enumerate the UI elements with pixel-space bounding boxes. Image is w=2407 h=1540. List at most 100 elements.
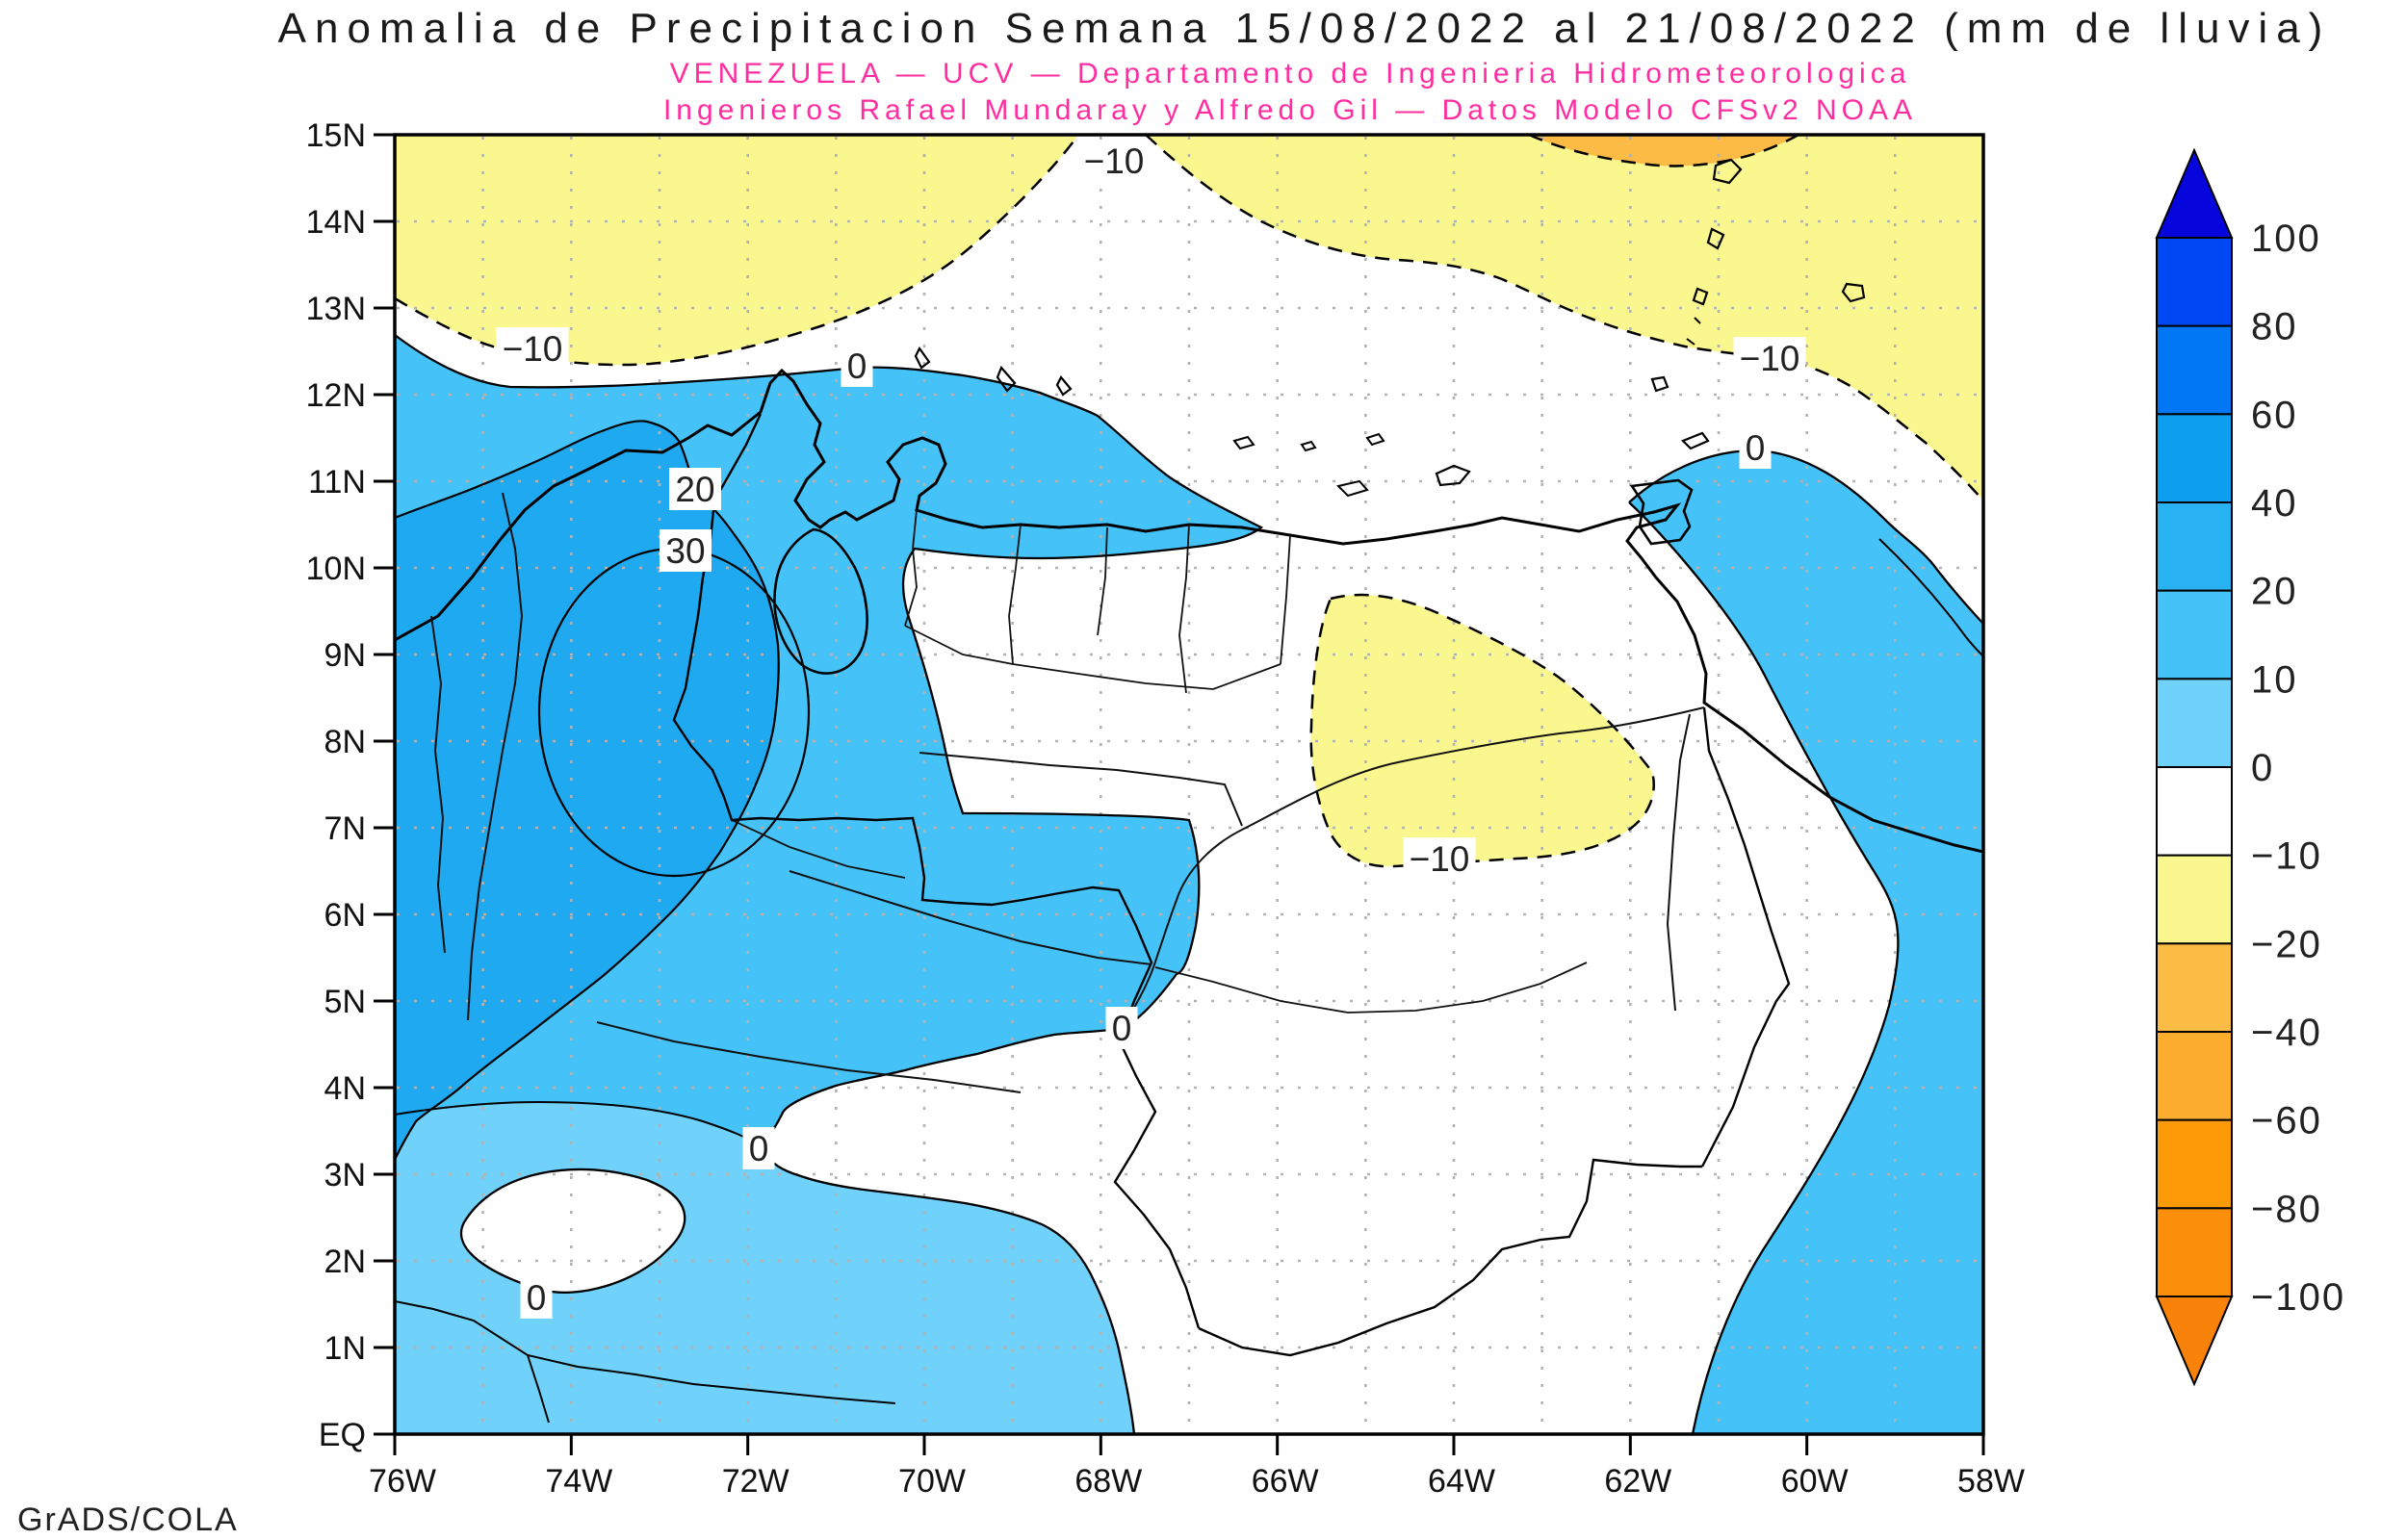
contour-label-box [1739, 426, 1772, 469]
legend-color-box [2156, 589, 2233, 680]
legend-value-20: 20 [2251, 571, 2298, 613]
map-frame [393, 133, 1985, 1436]
island-st-vincent [1692, 287, 1709, 306]
x-axis-label-74W: 74W [545, 1463, 612, 1500]
legend-arrow-above-100 [2155, 147, 2234, 239]
contour-neg20-top [1528, 135, 1799, 167]
contour-0-east [1628, 449, 1983, 1434]
x-axis-label-72W: 72W [722, 1463, 789, 1500]
contour-neg10-central [1309, 593, 1655, 868]
legend-value-−20: −20 [2251, 923, 2322, 965]
river-apure [919, 752, 1243, 827]
y-axis-label-10N: 10N [306, 551, 366, 587]
x-axis-label-60W: 60W [1781, 1463, 1849, 1500]
contour-label-box [1403, 837, 1476, 880]
border-venezuela-brazil [1198, 1158, 1702, 1357]
y-axis-label-13N: 13N [306, 291, 366, 327]
legend-color-box [2156, 413, 2233, 504]
contour-label-box [841, 345, 873, 387]
legend-value-10: 10 [2251, 658, 2298, 701]
rivers [430, 492, 1705, 1093]
contour-value-labels: −10 −10 −10 −10 0 0 0 0 0 20 30 [496, 140, 1806, 1319]
state-boundaries [731, 509, 1588, 1014]
region-yellow-northeast [1146, 135, 1983, 500]
y-axis-label-1N: 1N [324, 1330, 366, 1367]
contour-label-box [1077, 140, 1151, 182]
legend-value-−100: −100 [2251, 1276, 2345, 1319]
x-axis-label-64W: 64W [1428, 1463, 1495, 1500]
island-tobago [1681, 431, 1710, 450]
region-orange-top [1529, 135, 1799, 167]
river-caroni [1666, 713, 1691, 1012]
contour-label-−10: −10 [503, 329, 563, 369]
island-grenadines [1686, 317, 1701, 346]
y-axis-label-12N: 12N [306, 377, 366, 414]
contour-label-box [520, 1276, 553, 1319]
coastlines-and-borders [395, 158, 1983, 1424]
contour-label-0: 0 [1746, 428, 1766, 468]
legend-color-box [2156, 237, 2233, 327]
legend-value-−80: −80 [2251, 1188, 2322, 1230]
legend-color-box [2156, 678, 2233, 768]
contour-label-−10: −10 [1410, 839, 1470, 879]
contour-label-0: 0 [749, 1129, 769, 1168]
region-yellow-central [1310, 595, 1654, 867]
island-bonaire [1055, 375, 1073, 397]
contour-label-box [660, 529, 712, 572]
contour-label-box [669, 468, 721, 510]
figure-title: Anomalia de Precipitacion Semana 15/08/2… [278, 5, 2332, 52]
island-aruba [914, 346, 931, 370]
grads-cola-credit: GrADS/COLA [17, 1502, 239, 1538]
island-curacao [996, 365, 1017, 393]
x-axis-label-66W: 66W [1252, 1463, 1319, 1500]
contour-label-20: 20 [675, 470, 714, 509]
contour-neg10-northwest [395, 135, 1080, 367]
legend-color-box [2156, 1031, 2233, 1121]
legend-color-box [2156, 1207, 2233, 1298]
legend-value-−10: −10 [2251, 835, 2322, 878]
island-trinidad [1629, 478, 1694, 546]
lake-maracaibo [773, 527, 868, 675]
y-axis-label-11N: 11N [308, 464, 366, 500]
legend-color-box [2156, 942, 2233, 1033]
legend-color-box [2156, 501, 2233, 592]
island-grenada [1650, 375, 1669, 393]
figure-subtitle-authors: Ingenieros Rafael Mundaray y Alfredo Gil… [663, 94, 1917, 126]
legend-color-box [2156, 324, 2233, 416]
river-cauca [430, 615, 446, 954]
contour-label-−10: −10 [1084, 141, 1145, 181]
contour-label-−10: −10 [1740, 339, 1800, 378]
x-axis-label-62W: 62W [1604, 1463, 1671, 1500]
contour-neg10-northeast [1145, 135, 1983, 501]
legend-value-100: 100 [2251, 218, 2321, 260]
legend-value-−40: −40 [2251, 1012, 2322, 1054]
contour-label-30: 30 [665, 531, 705, 571]
border-venezuela-guyana [1700, 706, 1791, 1168]
contour-20 [395, 420, 780, 1161]
contour-label-box [1733, 337, 1806, 379]
y-axis-label-15N: 15N [306, 117, 366, 154]
x-axis-label-76W: 76W [369, 1463, 436, 1500]
contour-label-box [496, 327, 569, 370]
axes-ticks-and-labels: EQ 1N 2N 3N 4N 5N 6N 7N 8N 9N 10N 11N 12N 13N 14N 15N 76… [306, 117, 2025, 1500]
contour-0-west [395, 334, 1264, 1434]
island-martinique [1712, 158, 1743, 185]
border-colombia-venezuela [672, 413, 1201, 1329]
legend-value-60: 60 [2251, 394, 2298, 436]
island-tortuga [1336, 479, 1369, 498]
region-yellow-northwest [395, 135, 1078, 366]
y-axis-label-7N: 7N [324, 810, 366, 847]
y-axis-label-2N: 2N [324, 1244, 366, 1280]
y-axis-label-9N: 9N [324, 637, 366, 674]
legend-value-80: 80 [2251, 306, 2298, 348]
island-st-lucia [1706, 227, 1725, 250]
y-axis-label-3N: 3N [324, 1157, 366, 1194]
contour-label-box [742, 1127, 775, 1169]
island-barbados [1841, 282, 1866, 303]
y-axis-label-5N: 5N [324, 984, 366, 1020]
anomaly-shaded-regions [395, 135, 1983, 1434]
x-axis-label-70W: 70W [898, 1463, 966, 1500]
y-axis-label-4N: 4N [324, 1070, 366, 1107]
contour-label-0: 0 [847, 346, 867, 386]
